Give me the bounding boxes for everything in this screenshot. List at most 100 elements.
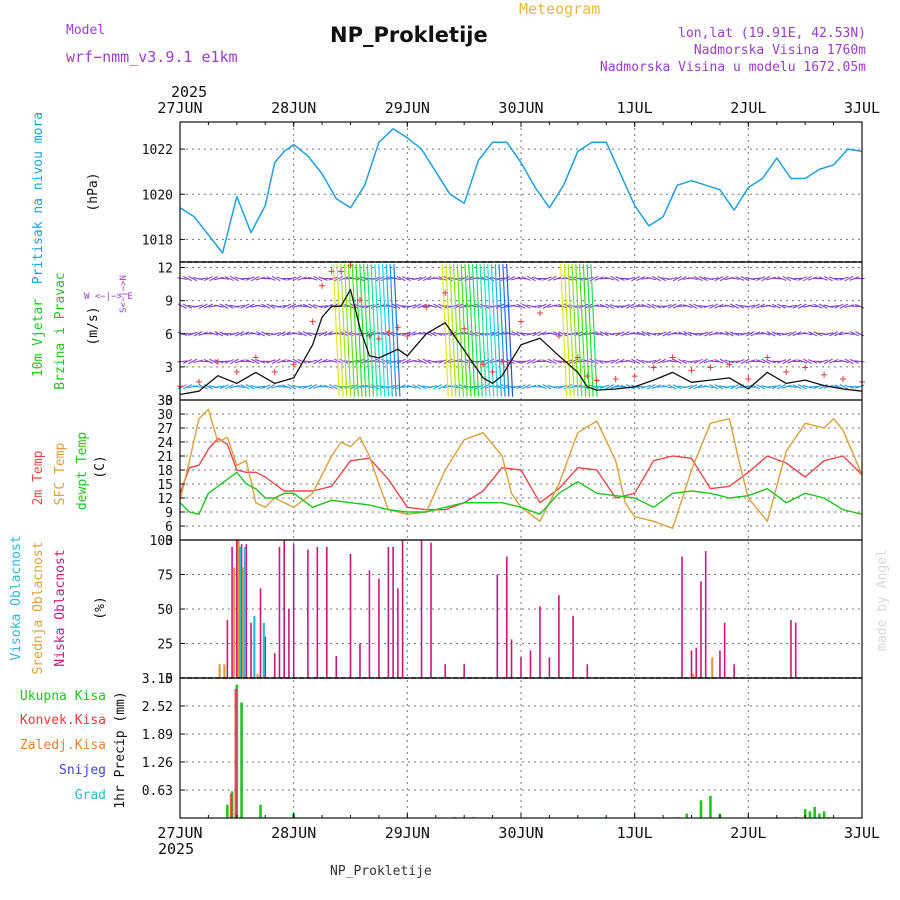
precip-bar <box>229 793 233 818</box>
wind-arrow <box>224 303 234 309</box>
wind-arrow <box>724 331 734 337</box>
lonlat-label: lon,lat (19.91E, 42.53N) <box>678 26 866 41</box>
wind-arrow <box>761 331 771 336</box>
wind-arrow <box>213 385 224 389</box>
wind-arrow <box>547 358 557 365</box>
wind-arrow <box>740 331 750 336</box>
wind-arrow <box>646 331 657 336</box>
wind-arrow <box>240 384 250 390</box>
wind-arrow <box>318 358 328 364</box>
cloud-bar <box>349 553 352 678</box>
gust-marker <box>404 332 411 339</box>
strong-wind-arrow <box>567 264 575 397</box>
wind-arrow <box>234 276 245 281</box>
precip-bar <box>813 806 816 818</box>
wind-arrow <box>625 276 636 281</box>
wind-arrow <box>787 331 797 337</box>
wind-arrow <box>568 332 579 336</box>
wind-arrow <box>406 304 417 309</box>
precip-bar <box>822 811 826 818</box>
wind-arrow <box>651 358 661 364</box>
wind-arrow <box>313 358 323 365</box>
wind-arrow <box>391 276 401 281</box>
gust-marker <box>688 367 695 374</box>
cloud-bar <box>378 578 380 678</box>
cloud-bar <box>243 546 246 678</box>
wind-arrow <box>553 331 562 337</box>
date-tick-bottom: 28JUN <box>271 824 316 842</box>
wind-arrow <box>354 304 365 309</box>
strong-wind-arrow <box>464 264 472 397</box>
cloud-bar <box>335 655 338 678</box>
wind-arrow <box>807 276 818 281</box>
wind-arrow <box>339 276 349 281</box>
footer-station: NP_Prokletije <box>330 864 432 879</box>
wind-arrow <box>261 303 271 309</box>
cloud-bar <box>558 595 560 678</box>
pressure-panel-frame <box>179 121 863 263</box>
date-tick-bottom: 3JUL <box>844 824 880 842</box>
wind-arrow <box>776 276 787 281</box>
svg-text:Ukupna Kisa: Ukupna Kisa <box>20 689 106 704</box>
wind-arrow <box>307 359 318 364</box>
wind-arrow <box>224 359 234 364</box>
wind-arrow <box>844 384 854 389</box>
wind-arrow <box>682 385 693 389</box>
strong-wind-arrow <box>560 264 568 397</box>
gust-marker <box>745 376 752 383</box>
strong-wind-arrow <box>578 264 587 397</box>
gust-marker <box>394 324 401 331</box>
wind-arrow <box>500 276 510 281</box>
wind-arrow <box>755 359 766 364</box>
wind-arrow <box>182 303 193 309</box>
station-title: NP_Prokletije <box>330 23 488 47</box>
wind-arrow <box>240 331 250 337</box>
strong-wind-arrow <box>445 264 453 397</box>
date-tick-bottom: 27JUN <box>157 824 202 842</box>
wind-arrow <box>818 359 828 364</box>
cloud-bar <box>273 653 276 678</box>
wind-arrow <box>323 331 333 337</box>
wind-arrow <box>396 275 406 282</box>
cloud-bar <box>733 664 735 678</box>
wind-arrow <box>209 358 219 365</box>
wind-arrow <box>703 304 714 308</box>
wind-arrow <box>630 304 641 309</box>
wind-arrow <box>203 303 213 309</box>
wind-arrow <box>193 331 203 337</box>
cloud-bar <box>392 546 394 678</box>
svg-text:Pritisak na nivou mora: Pritisak na nivou mora <box>31 112 46 284</box>
cloud-bar <box>711 657 714 678</box>
wind-arrow <box>693 384 703 390</box>
cloud-bar <box>719 650 721 678</box>
wind-arrow <box>672 358 682 364</box>
wind-arrow <box>667 303 677 309</box>
wind-arrow <box>766 359 776 364</box>
strong-wind-arrow <box>494 264 502 397</box>
date-tick-top: 29JUN <box>385 99 430 117</box>
svg-text:W <−|−> E: W <−|−> E <box>84 292 133 302</box>
wind-arrow <box>256 331 265 337</box>
wind-arrow <box>380 276 391 282</box>
wind-arrow <box>802 384 813 389</box>
wind-arrow <box>224 384 234 390</box>
date-tick-bottom: 1JUL <box>617 824 653 842</box>
strong-wind-arrow <box>355 264 363 397</box>
strong-wind-arrow <box>385 264 393 397</box>
wind-arrow <box>469 331 479 337</box>
gust-marker <box>555 332 562 339</box>
cloud-bar <box>223 664 226 678</box>
cloud-bar <box>790 620 792 678</box>
wind-arrow <box>489 385 500 388</box>
wind-arrow <box>756 276 766 281</box>
wind-arrow <box>823 332 834 336</box>
wind-arrow <box>844 358 854 365</box>
wind-arrow <box>245 384 255 390</box>
svg-text:Srednja Oblacnost: Srednja Oblacnost <box>31 541 46 674</box>
wind-arrow <box>292 358 302 365</box>
wind-arrow <box>792 331 802 337</box>
wind-arrow <box>818 276 828 281</box>
wind-arrow <box>844 332 855 336</box>
cloud-bar <box>236 540 238 678</box>
temperature-ytick-label: 33 <box>157 394 173 409</box>
